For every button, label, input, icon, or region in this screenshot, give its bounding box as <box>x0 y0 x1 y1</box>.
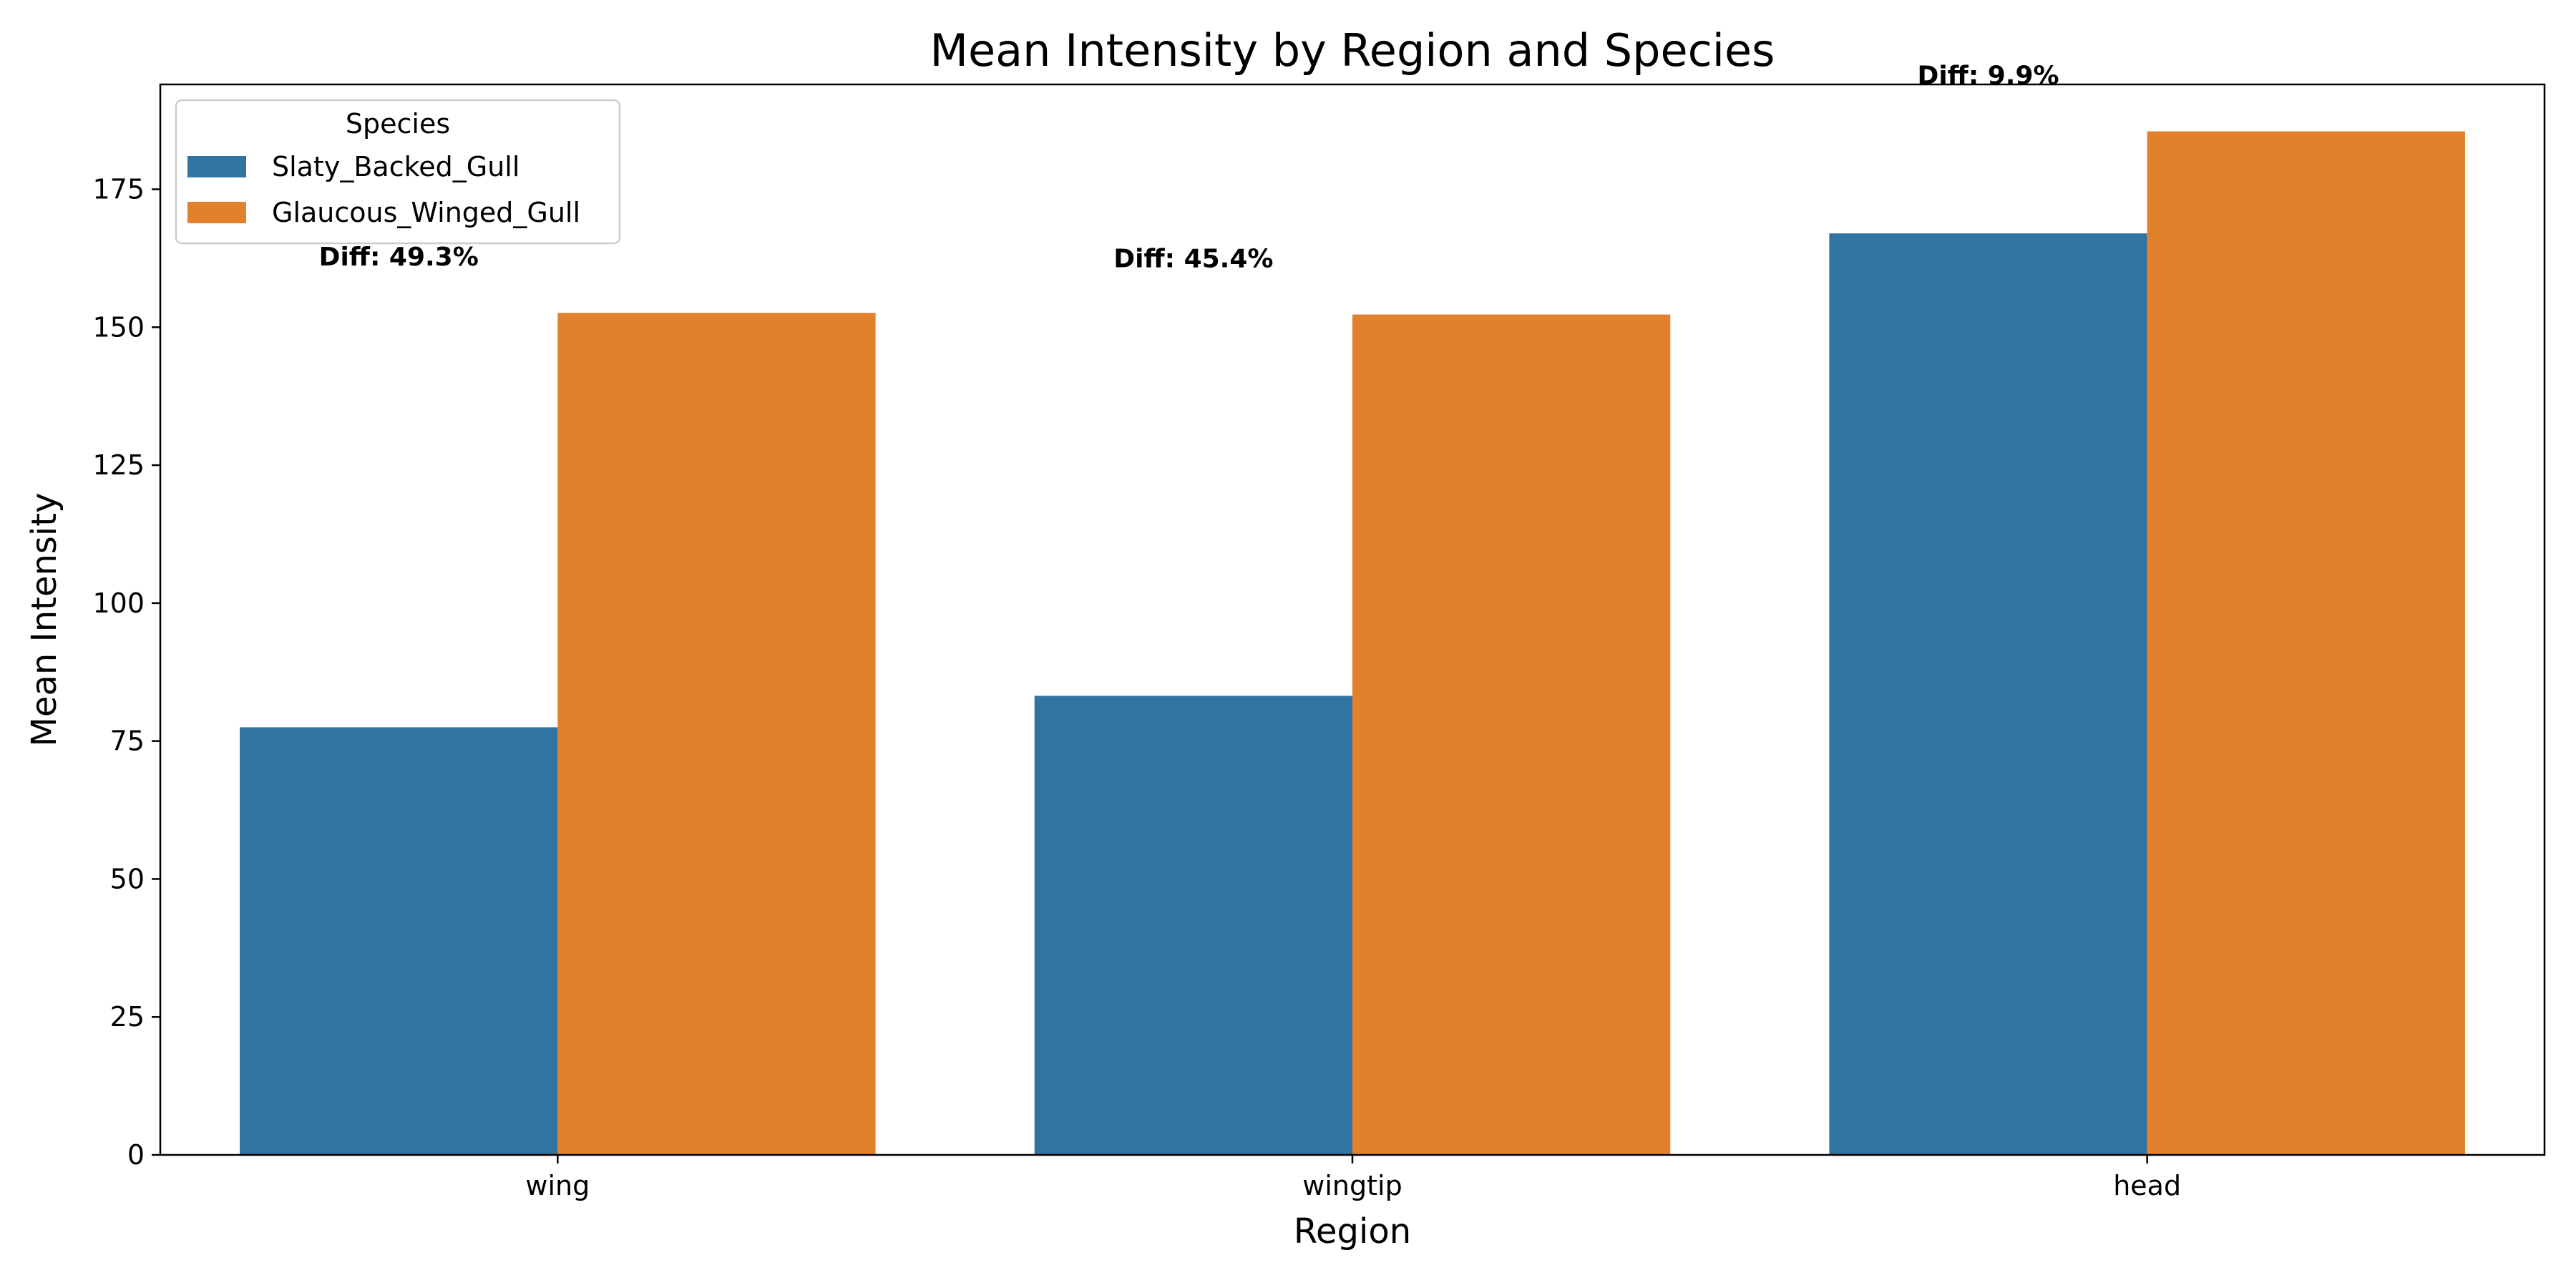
annotation-wingtip: Diff: 45.4% <box>1113 245 1273 274</box>
bar-wing-slaty-backed-gull <box>240 727 558 1155</box>
annotation-head: Diff: 9.9% <box>1917 62 2059 91</box>
y-tick-label: 150 <box>92 311 145 343</box>
bars-group <box>240 131 2465 1156</box>
x-axis: wing wingtip head <box>525 1155 2181 1201</box>
y-tick-label: 0 <box>127 1139 145 1171</box>
x-tick-label-wingtip: wingtip <box>1302 1170 1402 1201</box>
legend-box <box>175 99 621 245</box>
y-tick-label: 125 <box>92 449 145 481</box>
x-tick-label-wing: wing <box>525 1170 590 1201</box>
y-axis: 0 25 50 75 100 125 150 175 <box>92 174 160 1171</box>
bar-wing-glaucous-winged-gull <box>557 313 876 1155</box>
y-tick-label: 75 <box>110 726 145 757</box>
legend: Species Slaty_Backed_Gull Glaucous_Winged… <box>175 99 621 245</box>
legend-swatch-glaucous-winged-gull <box>187 202 246 223</box>
bar-wingtip-slaty-backed-gull <box>1034 696 1352 1155</box>
bar-head-slaty-backed-gull <box>1829 233 2147 1155</box>
chart-title: Mean Intensity by Region and Species <box>930 24 1775 77</box>
y-tick-label: 25 <box>110 1001 145 1033</box>
y-axis-label: Mean Intensity <box>24 493 64 747</box>
x-tick-label-head: head <box>2113 1170 2181 1201</box>
y-tick-label: 175 <box>92 174 145 205</box>
legend-title: Species <box>346 108 450 140</box>
plot-frame <box>159 83 2546 1156</box>
legend-label-glaucous-winged-gull: Glaucous_Winged_Gull <box>272 197 580 228</box>
bar-wingtip-glaucous-winged-gull <box>1352 314 1671 1156</box>
annotation-wing: Diff: 49.3% <box>319 243 479 272</box>
bar-head-glaucous-winged-gull <box>2147 131 2465 1155</box>
y-tick-label: 100 <box>92 587 145 619</box>
x-axis-label: Region <box>1294 1211 1411 1252</box>
legend-swatch-slaty-backed-gull <box>187 156 246 177</box>
annotations-group: Diff: 49.3% Diff: 45.4% Diff: 9.9% <box>319 62 2059 274</box>
legend-label-slaty-backed-gull: Slaty_Backed_Gull <box>272 151 519 182</box>
y-tick-label: 50 <box>110 863 145 894</box>
